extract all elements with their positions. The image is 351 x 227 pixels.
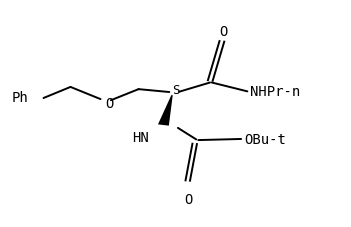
Text: NHPr-n: NHPr-n bbox=[250, 85, 300, 99]
Text: O: O bbox=[184, 193, 192, 207]
Text: S: S bbox=[172, 84, 180, 97]
Text: Ph: Ph bbox=[12, 91, 28, 106]
Text: HN: HN bbox=[132, 131, 149, 145]
Text: O: O bbox=[105, 96, 114, 111]
Text: OBu-t: OBu-t bbox=[245, 133, 286, 147]
Polygon shape bbox=[158, 95, 173, 126]
Text: O: O bbox=[219, 25, 227, 39]
